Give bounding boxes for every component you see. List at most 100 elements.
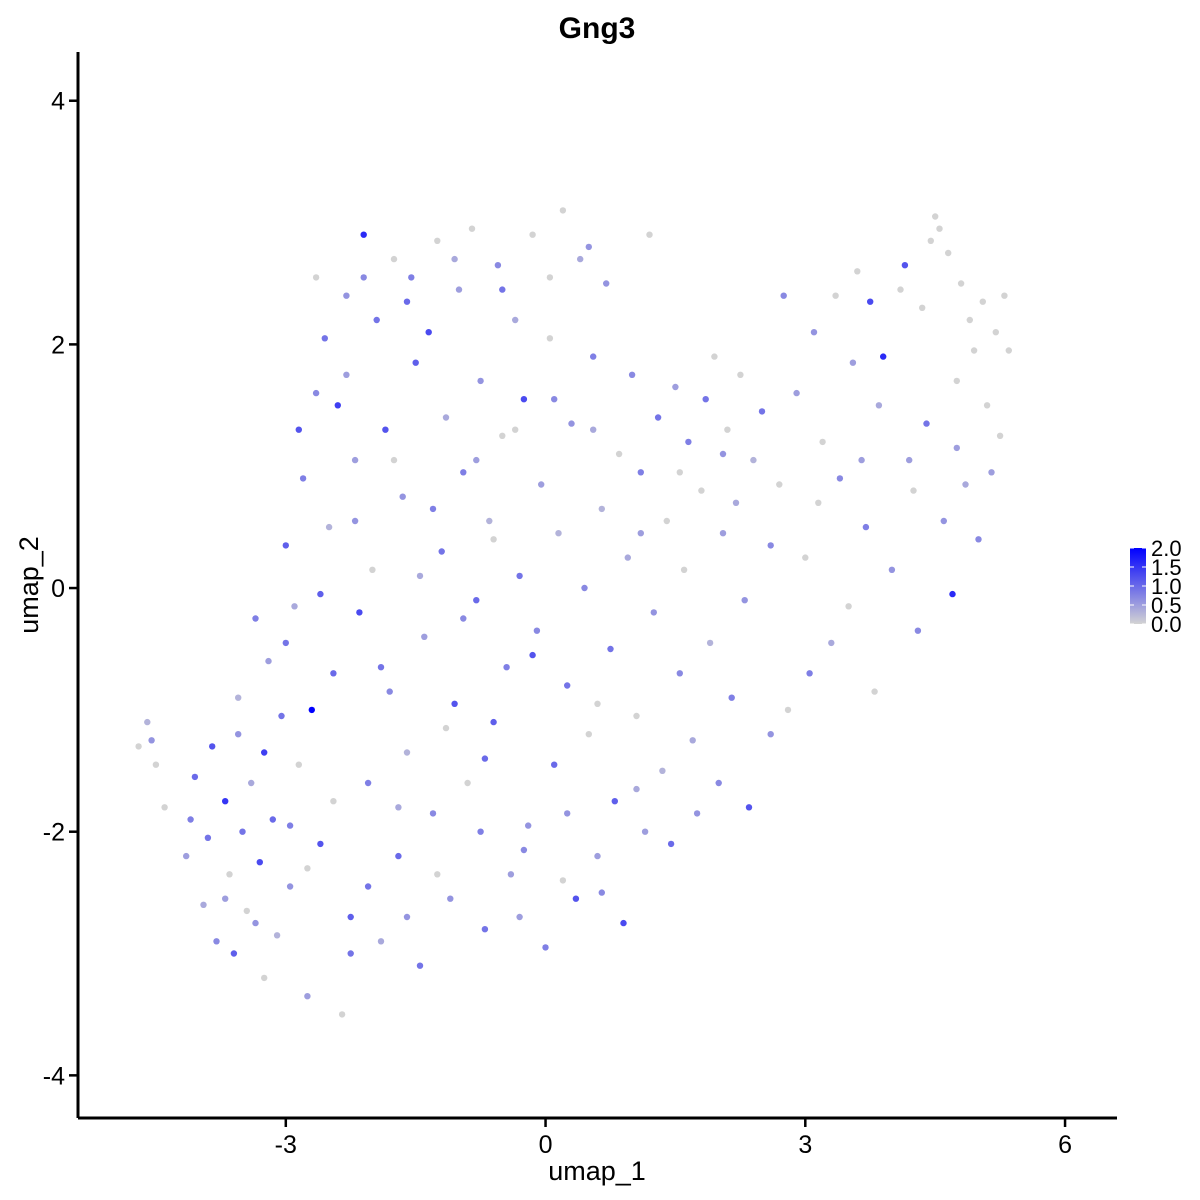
cell-point <box>403 749 411 756</box>
cell-point <box>286 822 294 829</box>
cell-point <box>741 597 748 604</box>
cell-point <box>1005 347 1012 354</box>
cell-point <box>490 536 497 543</box>
cell-point <box>529 651 536 659</box>
cell-point <box>273 932 281 939</box>
cell-point <box>191 773 199 781</box>
cell-point <box>1001 292 1008 299</box>
cell-point <box>962 481 969 488</box>
cell-point <box>862 523 870 531</box>
cell-point <box>594 700 601 707</box>
cell-point <box>209 743 216 750</box>
cell-point <box>715 779 722 787</box>
cell-point <box>594 852 601 860</box>
legend-tick-label: 2.0 <box>1151 536 1182 561</box>
cell-point <box>477 828 484 835</box>
cell-point <box>585 243 592 251</box>
y-tick-label: 4 <box>51 88 65 116</box>
cell-point <box>304 993 311 1000</box>
cell-point <box>447 895 454 902</box>
cell-point <box>486 517 493 525</box>
cell-point <box>460 469 467 476</box>
y-tick-label: 0 <box>51 575 65 603</box>
cell-point <box>919 304 926 311</box>
cell-point <box>927 237 934 244</box>
cell-point <box>685 438 692 446</box>
cell-point <box>849 359 857 366</box>
cell-point <box>538 481 545 488</box>
cell-point <box>187 816 194 823</box>
cell-point <box>282 639 289 647</box>
cell-point <box>286 883 294 890</box>
cell-point <box>546 335 554 342</box>
cell-point <box>607 645 614 653</box>
cell-point <box>494 262 502 269</box>
cell-point <box>317 590 324 598</box>
cell-point <box>992 329 999 336</box>
y-axis-ticks: -4 -2 0 2 4 <box>43 88 78 1090</box>
cell-point <box>711 353 718 360</box>
cell-point <box>932 213 939 220</box>
cell-point <box>637 469 644 476</box>
cell-point <box>183 852 190 860</box>
cell-point <box>403 913 411 921</box>
cell-point <box>702 396 709 403</box>
cell-point <box>507 871 515 878</box>
cell-point <box>490 718 497 726</box>
cell-point <box>559 877 567 884</box>
cell-point <box>520 396 528 403</box>
cell-point <box>239 828 246 835</box>
legend-ticks: 0.00.51.01.52.0 <box>1130 536 1182 637</box>
cell-point <box>321 335 328 342</box>
cell-point <box>996 432 1004 439</box>
cell-point <box>676 670 683 677</box>
cell-point <box>369 566 376 573</box>
cell-point <box>473 597 480 604</box>
x-tick-label: 6 <box>1058 1131 1072 1159</box>
cell-point <box>200 901 207 908</box>
cell-point <box>953 377 960 385</box>
cell-point <box>222 895 229 902</box>
cell-point <box>551 761 558 768</box>
y-axis-title: umap_2 <box>14 536 44 634</box>
cell-point <box>403 298 411 305</box>
cell-point <box>854 268 861 275</box>
cell-point <box>442 724 450 732</box>
cell-point <box>940 517 947 525</box>
cell-point <box>750 456 757 464</box>
cell-point <box>598 505 605 513</box>
cell-point <box>970 347 978 354</box>
cell-point <box>983 402 991 409</box>
cell-point <box>525 822 532 829</box>
cell-point <box>819 438 826 446</box>
cell-point <box>936 225 943 232</box>
cell-point <box>590 426 597 433</box>
legend-tick-label: 1.0 <box>1151 574 1182 599</box>
cell-point <box>421 633 428 640</box>
cell-point <box>252 615 259 622</box>
cell-point <box>590 353 597 360</box>
cell-point <box>295 761 302 768</box>
cell-point <box>351 517 359 525</box>
cell-point <box>815 499 822 506</box>
cell-point <box>248 779 255 787</box>
cell-point <box>551 396 558 403</box>
cell-point <box>758 408 766 415</box>
cell-point <box>988 469 995 476</box>
cell-point <box>836 475 844 482</box>
cell-point <box>598 889 605 896</box>
cell-point <box>243 907 250 915</box>
cell-point <box>416 962 424 969</box>
cell-point <box>434 871 441 878</box>
cell-point <box>360 274 367 281</box>
cell-point <box>451 700 458 707</box>
cell-point <box>261 749 268 756</box>
x-axis-ticks: -3 0 3 6 <box>275 1118 1072 1159</box>
cell-point <box>979 298 986 305</box>
cell-point <box>395 852 402 860</box>
cell-point <box>399 493 406 500</box>
x-tick-label: 0 <box>539 1131 553 1159</box>
cell-point <box>975 536 982 543</box>
cell-point <box>615 450 623 458</box>
